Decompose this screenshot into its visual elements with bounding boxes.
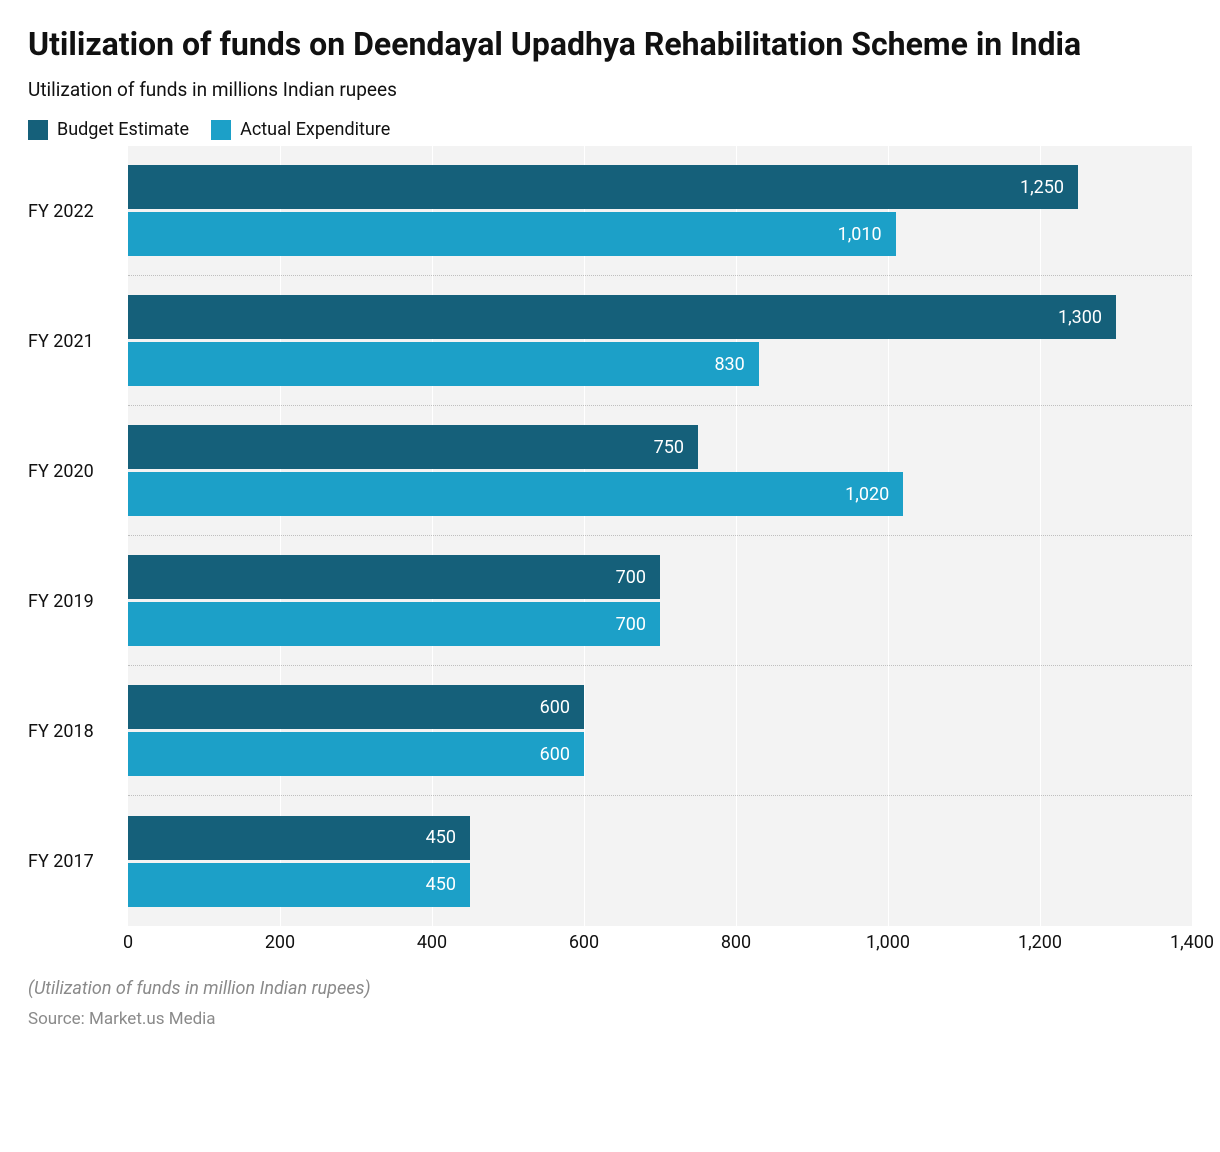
bar-actual-expenditure: 450 bbox=[128, 863, 470, 907]
bar-actual-expenditure: 830 bbox=[128, 342, 759, 386]
legend-swatch-icon bbox=[28, 120, 48, 140]
legend-item-budget-estimate: Budget Estimate bbox=[28, 119, 189, 140]
bar-budget-estimate: 450 bbox=[128, 816, 470, 860]
chart-row: 600 600 bbox=[128, 666, 1192, 796]
bar-value-label: 750 bbox=[654, 437, 684, 458]
y-axis-label: FY 2019 bbox=[28, 536, 128, 666]
bar-value-label: 1,300 bbox=[1058, 307, 1102, 328]
bar-value-label: 450 bbox=[426, 874, 456, 895]
y-axis-label: FY 2018 bbox=[28, 666, 128, 796]
bar-budget-estimate: 1,300 bbox=[128, 295, 1116, 339]
chart-row: 1,300 830 bbox=[128, 276, 1192, 406]
bar-budget-estimate: 600 bbox=[128, 685, 584, 729]
chart: FY 2022FY 2021FY 2020FY 2019FY 2018FY 20… bbox=[28, 146, 1192, 962]
x-axis-tick-label: 1,200 bbox=[1018, 932, 1062, 953]
bar-budget-estimate: 750 bbox=[128, 425, 698, 469]
bar-value-label: 1,250 bbox=[1020, 177, 1064, 198]
x-axis-tick-label: 800 bbox=[721, 932, 751, 953]
bar-value-label: 1,020 bbox=[845, 484, 889, 505]
y-axis-label: FY 2017 bbox=[28, 796, 128, 926]
chart-row: 450 450 bbox=[128, 796, 1192, 926]
bar-actual-expenditure: 700 bbox=[128, 602, 660, 646]
x-axis-tick-label: 1,400 bbox=[1170, 932, 1214, 953]
chart-title: Utilization of funds on Deendayal Upadhy… bbox=[28, 24, 1192, 64]
bar-value-label: 700 bbox=[616, 614, 646, 635]
x-axis-tick-label: 1,000 bbox=[866, 932, 910, 953]
bar-value-label: 830 bbox=[714, 354, 744, 375]
chart-row: 1,250 1,010 bbox=[128, 146, 1192, 276]
y-axis-label: FY 2021 bbox=[28, 276, 128, 406]
x-axis-tick-label: 0 bbox=[123, 932, 133, 953]
y-axis-label: FY 2020 bbox=[28, 406, 128, 536]
chart-row: 750 1,020 bbox=[128, 406, 1192, 536]
bar-actual-expenditure: 1,010 bbox=[128, 212, 896, 256]
chart-row: 700 700 bbox=[128, 536, 1192, 666]
bar-value-label: 700 bbox=[616, 567, 646, 588]
bar-budget-estimate: 700 bbox=[128, 555, 660, 599]
x-axis-tick-label: 400 bbox=[417, 932, 447, 953]
x-axis-tick-label: 200 bbox=[265, 932, 295, 953]
y-axis-label: FY 2022 bbox=[28, 146, 128, 276]
bar-value-label: 1,010 bbox=[838, 224, 882, 245]
legend-label: Budget Estimate bbox=[57, 119, 189, 140]
bar-value-label: 600 bbox=[540, 697, 570, 718]
legend-swatch-icon bbox=[211, 120, 231, 140]
legend-item-actual-expenditure: Actual Expenditure bbox=[211, 119, 390, 140]
bar-value-label: 600 bbox=[540, 744, 570, 765]
x-axis-tick-label: 600 bbox=[569, 932, 599, 953]
legend-label: Actual Expenditure bbox=[240, 119, 390, 140]
chart-subtitle: Utilization of funds in millions Indian … bbox=[28, 78, 1192, 101]
bar-budget-estimate: 1,250 bbox=[128, 165, 1078, 209]
chart-source: Source: Market.us Media bbox=[28, 1009, 1192, 1029]
bar-value-label: 450 bbox=[426, 827, 456, 848]
chart-caption: (Utilization of funds in million Indian … bbox=[28, 978, 1192, 999]
bar-actual-expenditure: 1,020 bbox=[128, 472, 903, 516]
bar-actual-expenditure: 600 bbox=[128, 732, 584, 776]
legend: Budget Estimate Actual Expenditure bbox=[28, 119, 1192, 140]
